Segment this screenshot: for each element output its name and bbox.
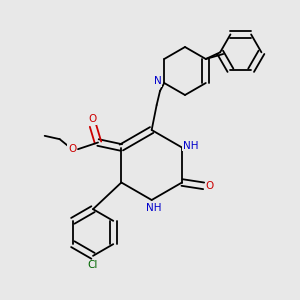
Text: N: N [154, 76, 161, 86]
Text: NH: NH [183, 141, 198, 151]
Text: O: O [206, 181, 214, 191]
Text: NH: NH [146, 203, 161, 213]
Text: O: O [68, 144, 76, 154]
Text: O: O [88, 114, 97, 124]
Text: Cl: Cl [87, 260, 98, 270]
